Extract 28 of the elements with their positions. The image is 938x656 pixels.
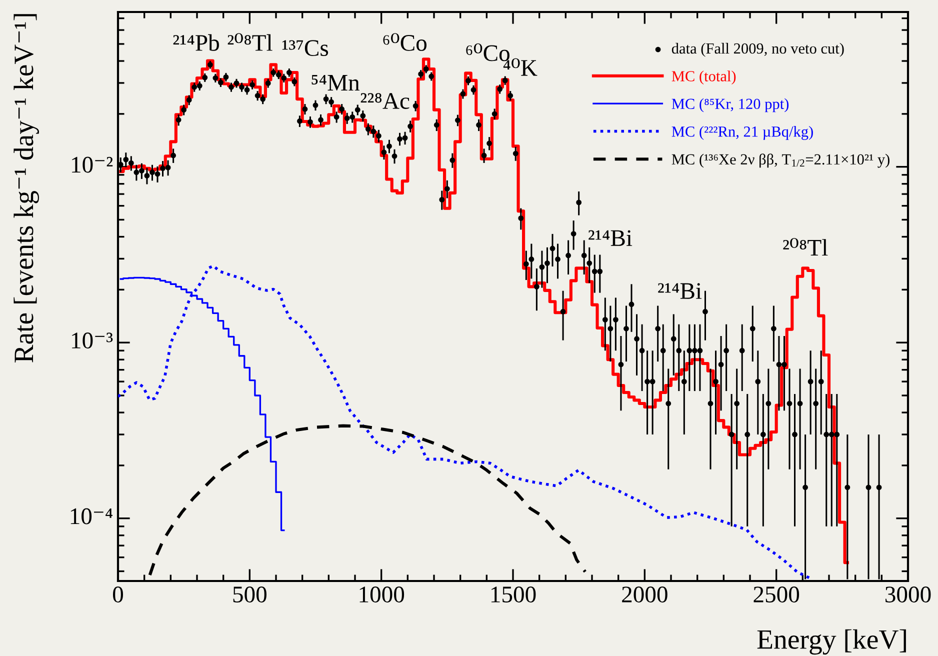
annotation: ²¹⁴Bi: [588, 230, 632, 246]
y-tick-label: 10⁻³: [72, 332, 113, 348]
x-tick-label: 1000: [360, 586, 404, 602]
line-series: [118, 264, 812, 580]
annotation: ⁵⁴Mn: [312, 75, 360, 91]
annotation: ²²⁸Ac: [360, 93, 410, 109]
y-tick-label: 10⁻²: [72, 156, 113, 173]
legend-label: data (Fall 2009, no veto cut): [672, 42, 844, 57]
line-series: [148, 424, 587, 577]
legend-label: MC (¹³⁶Xe 2ν ββ, T$_{1/2}$=2.11×10²¹ y): [672, 154, 890, 168]
annotation: ²⁰⁸Tl: [228, 33, 272, 51]
y-tick-label: 10⁻⁴: [70, 508, 112, 524]
x-tick-label: 2000: [622, 586, 668, 602]
x-tick-label: 500: [233, 586, 266, 602]
annotation: ²¹⁴Bi: [658, 283, 702, 299]
annotation: ²¹⁴Pb: [173, 34, 219, 51]
x-tick-label: 0: [112, 586, 124, 602]
legend-label: MC (⁸⁵Kr, 120 ppt): [672, 98, 789, 112]
legend-label: MC (²²²Rn, 21 µBq/kg): [672, 126, 813, 140]
annotation: ¹³⁷Cs: [282, 40, 328, 56]
y-axis-title: Rate [events kg⁻¹ day⁻¹ keV⁻¹]: [14, 14, 39, 362]
x-axis-title: Energy [keV]: [757, 629, 906, 655]
annotation: ⁶⁰Co: [383, 33, 426, 51]
x-tick-label: 1500: [491, 586, 536, 602]
x-tick-label: 3000: [886, 586, 931, 602]
x-tick-label: 2500: [754, 586, 800, 602]
legend-label: MC (total): [672, 70, 736, 84]
annotation: ²⁰⁸Tl: [783, 238, 828, 256]
